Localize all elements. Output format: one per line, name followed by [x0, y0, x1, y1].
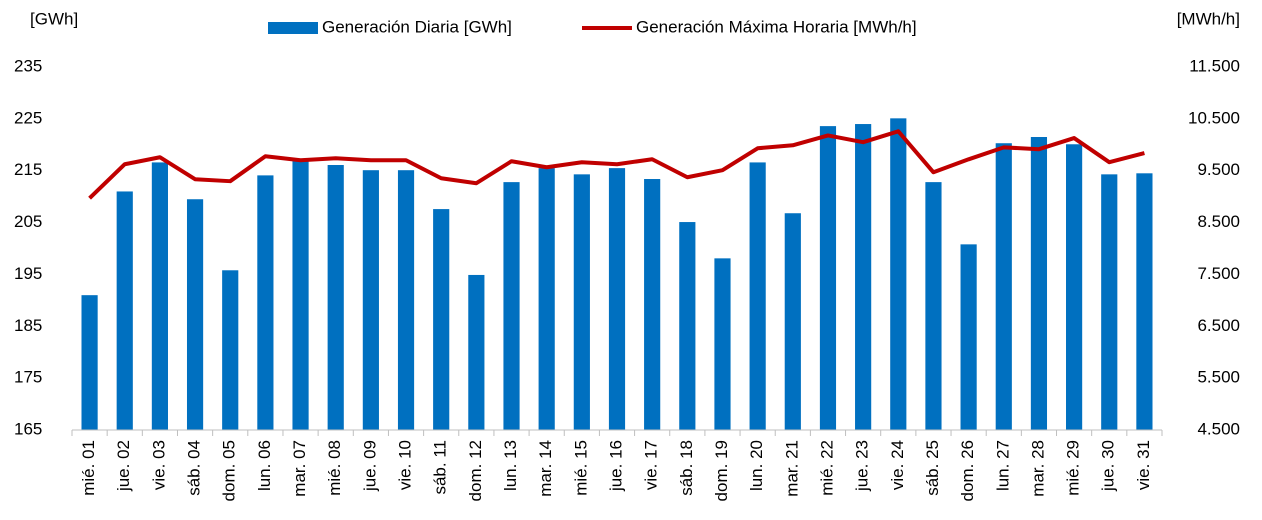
y-tick-label: 165	[14, 419, 42, 438]
y2-tick-label: 9.500	[1197, 160, 1240, 179]
bar	[257, 175, 274, 430]
y2-tick-label: 10.500	[1188, 108, 1240, 127]
x-tick-label: mié. 08	[325, 440, 344, 496]
x-tick-label: lun. 20	[747, 440, 766, 491]
x-tick-label: vie. 10	[396, 440, 415, 490]
legend-label: Generación Diaria [GWh]	[322, 17, 512, 36]
bar	[890, 118, 907, 431]
bar	[327, 165, 344, 430]
x-tick-label: vie. 31	[1134, 440, 1153, 490]
bar	[116, 191, 133, 430]
y-tick-label: 195	[14, 264, 42, 283]
x-tick-label: jue. 23	[853, 440, 872, 492]
bar	[538, 168, 555, 430]
y-tick-label: 185	[14, 316, 42, 335]
x-tick-label: vie. 17	[642, 440, 661, 490]
bar	[679, 222, 696, 430]
bar	[573, 174, 590, 430]
bar	[995, 143, 1012, 431]
x-tick-label: sáb. 25	[923, 440, 942, 496]
x-tick-label: sáb. 11	[431, 440, 450, 495]
x-tick-label: lun. 06	[255, 440, 274, 491]
line	[88, 129, 1145, 200]
x-tick-label: mié. 01	[79, 440, 98, 496]
y2-axis-label: [MWh/h]	[1177, 9, 1240, 28]
bar	[784, 213, 801, 430]
bar	[503, 182, 520, 430]
x-tick-label: mar. 28	[1028, 440, 1047, 497]
bar	[433, 209, 450, 430]
y2-tick-label: 11.500	[1189, 56, 1240, 75]
bar	[151, 162, 168, 430]
y-tick-label: 215	[14, 160, 42, 179]
bar	[468, 274, 485, 430]
x-tick-label: jue. 16	[606, 440, 625, 492]
bar	[186, 199, 204, 430]
x-tick-label: lun. 27	[993, 440, 1012, 491]
bar	[1136, 173, 1153, 431]
x-tick-label: vie. 24	[888, 440, 907, 490]
x-tick-label: sáb. 18	[677, 440, 696, 496]
bar	[397, 170, 415, 430]
x-tick-label: mar. 07	[290, 440, 309, 497]
bar	[644, 179, 661, 430]
y2-tick-label: 4.500	[1197, 419, 1240, 438]
x-tick-label: mié. 15	[571, 440, 590, 496]
bar	[1066, 144, 1083, 430]
x-tick-label: jue. 09	[360, 440, 379, 492]
x-tick-label: dom. 26	[958, 440, 977, 501]
bar	[81, 295, 98, 430]
x-tick-label: mar. 14	[536, 440, 555, 497]
y2-tick-label: 5.500	[1197, 368, 1240, 387]
y-tick-label: 225	[14, 108, 42, 127]
y-tick-label: 205	[14, 212, 42, 231]
bar	[960, 244, 977, 430]
y-tick-label: 175	[14, 368, 42, 387]
bar	[1030, 137, 1048, 430]
y2-tick-label: 7.500	[1197, 264, 1240, 283]
bar	[608, 168, 626, 430]
x-tick-label: lun. 13	[501, 440, 520, 491]
bar	[362, 170, 379, 430]
x-tick-label: dom. 12	[466, 440, 485, 501]
bar	[222, 270, 239, 430]
bar	[855, 124, 872, 431]
y-tick-label: 235	[14, 56, 42, 75]
bar	[925, 182, 942, 430]
x-tick-label: mar. 21	[782, 440, 801, 497]
legend-label: Generación Máxima Horaria [MWh/h]	[636, 17, 917, 36]
x-tick-label: dom. 19	[712, 440, 731, 501]
y-axis-label: [GWh]	[30, 9, 78, 28]
bar	[292, 159, 309, 430]
x-tick-label: dom. 05	[220, 440, 239, 501]
x-tick-label: vie. 03	[149, 440, 168, 490]
x-tick-label: mié. 29	[1064, 440, 1083, 496]
x-tick-label: jue. 02	[114, 440, 133, 492]
x-tick-label: sáb. 04	[185, 440, 204, 496]
bar	[749, 162, 766, 430]
bar	[1101, 174, 1118, 430]
x-tick-label: mié. 22	[817, 440, 836, 496]
y2-tick-label: 6.500	[1197, 316, 1240, 335]
bar	[714, 258, 731, 430]
legend-swatch	[268, 22, 318, 34]
bar	[819, 126, 837, 431]
y2-tick-label: 8.500	[1197, 212, 1240, 231]
x-tick-label: jue. 30	[1099, 440, 1118, 492]
